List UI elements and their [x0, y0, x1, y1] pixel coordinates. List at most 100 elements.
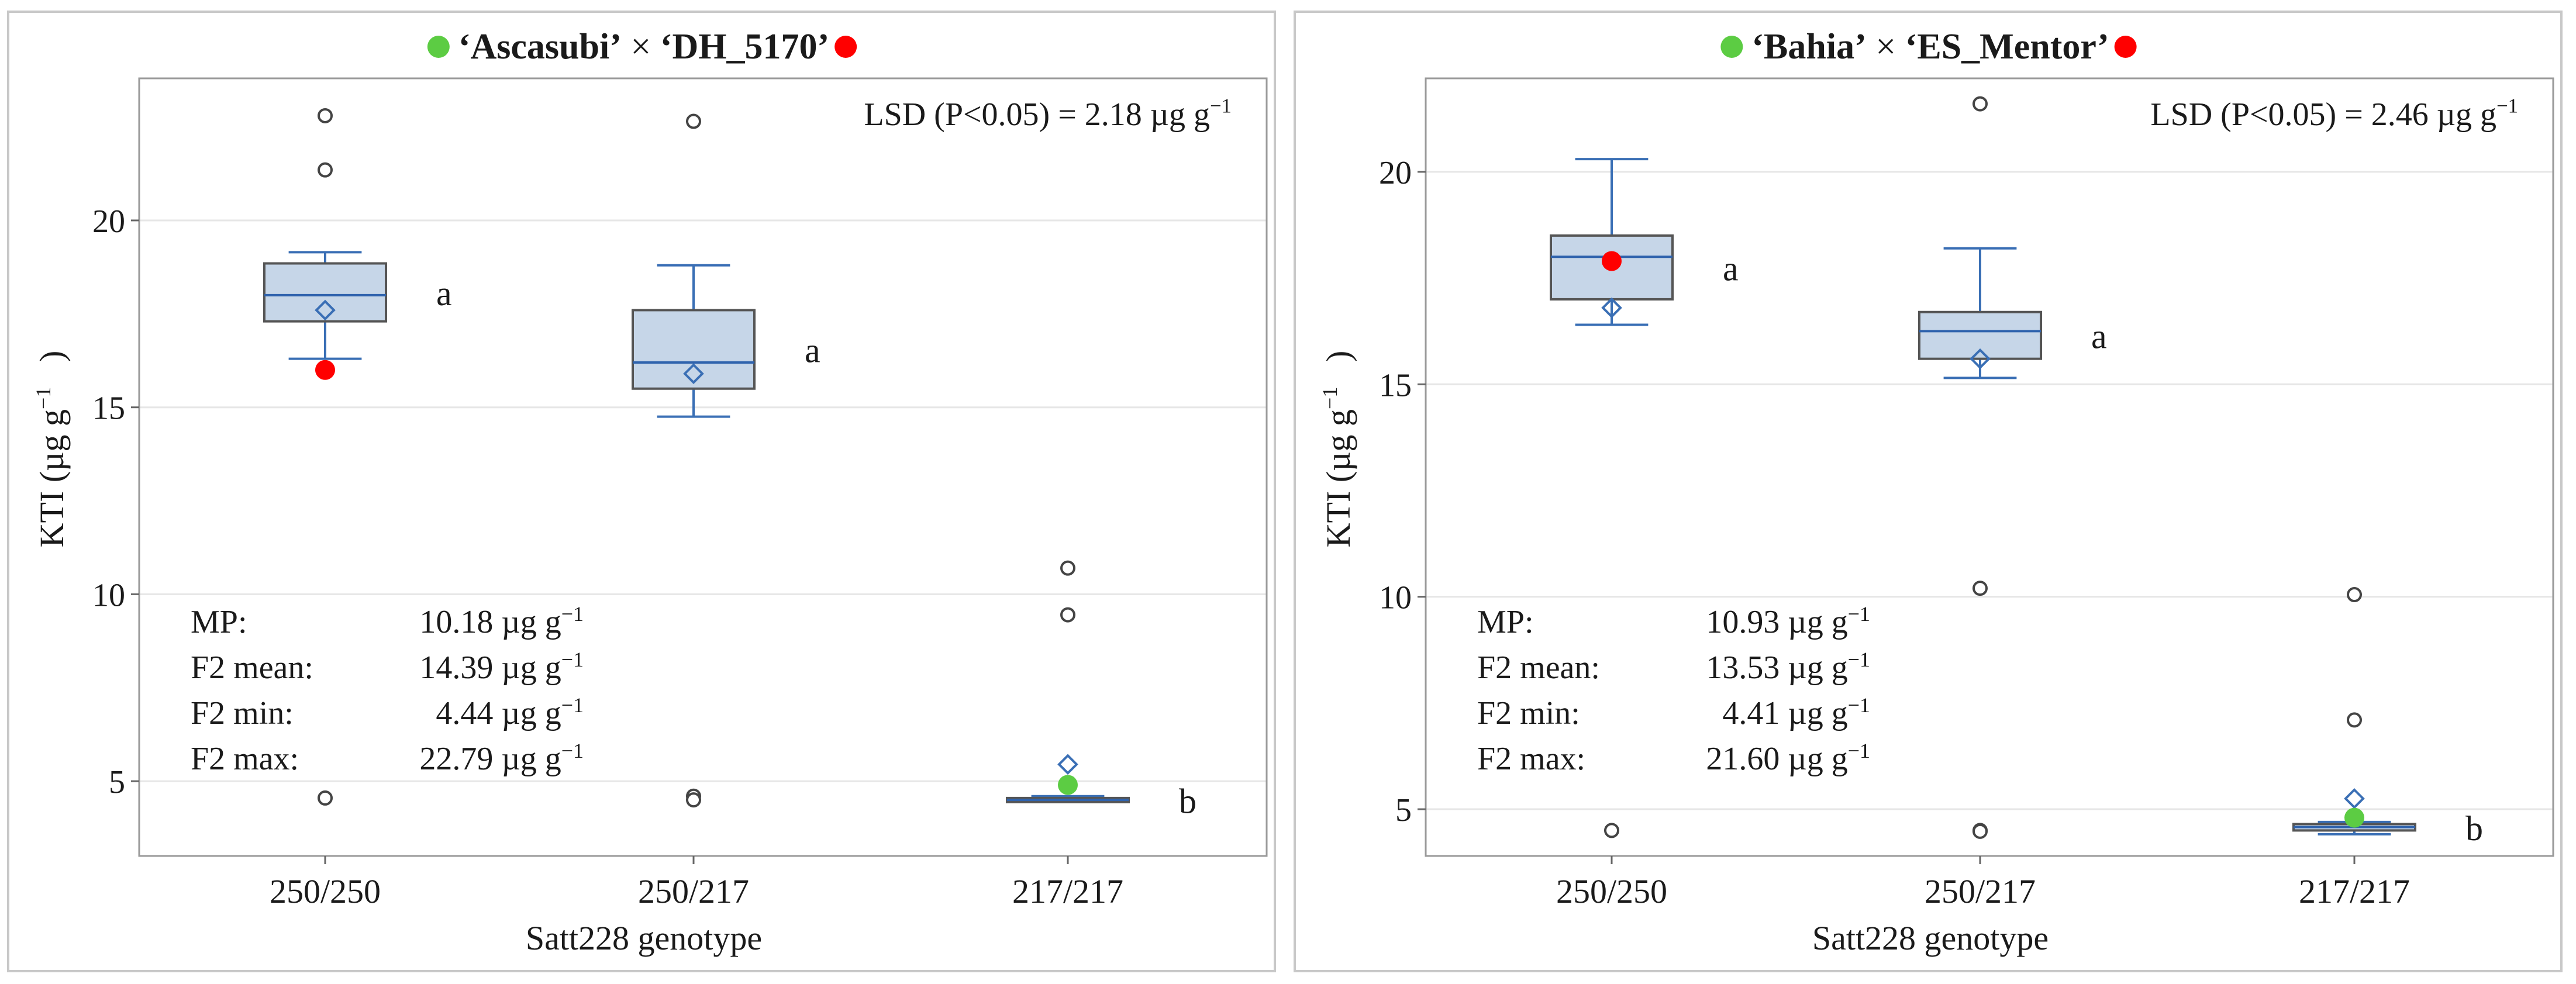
x-tick-label: 250/217 [1925, 872, 2036, 910]
y-tick-label: 10 [92, 577, 125, 613]
outlier-point [1060, 560, 1075, 576]
outlier-point [1604, 823, 1619, 838]
stat-value-sup: −1 [561, 648, 584, 671]
stat-value-sup: −1 [561, 739, 584, 762]
stat-value: 10.18 µg g−1 [419, 602, 584, 640]
lsd-annotation: LSD (P<0.05) = 2.18 µg g−1 [864, 95, 1232, 133]
parent-value-point [1058, 775, 1078, 795]
parent-value-point [315, 360, 335, 380]
stat-label: MP: [191, 604, 247, 640]
y-axis-label-main: KTI (µg g [33, 409, 71, 547]
chart-title-text: ‘Ascasubi’ × ‘DH_5170’ [458, 27, 829, 67]
y-tick-label: 10 [1379, 580, 1412, 616]
outlier-point [1972, 96, 1988, 112]
mean-marker [2344, 788, 2365, 809]
y-axis-label-paren: ) [1319, 351, 1357, 362]
chart-title: ‘Ascasubi’ × ‘DH_5170’ [427, 27, 857, 67]
stat-value-main: 10.18 µg g [419, 604, 561, 640]
x-tick-label: 250/250 [1556, 872, 1667, 910]
male-parent-name: ‘DH_5170’ [660, 27, 829, 67]
mean-marker [1601, 297, 1622, 319]
y-tick-label: 15 [92, 391, 125, 427]
stat-label: MP: [1477, 604, 1534, 640]
outlier-point [2347, 587, 2362, 603]
stat-value-sup: −1 [561, 693, 584, 717]
y-tick-label: 5 [1395, 792, 1412, 828]
outlier-point [318, 108, 333, 123]
stat-value-main: 22.79 µg g [419, 741, 561, 777]
mean-marker [1057, 754, 1078, 775]
stat-value-sup: −1 [1848, 602, 1870, 626]
y-axis-label-main: KTI (µg g [1319, 409, 1357, 547]
outlier-point [318, 790, 333, 806]
y-tick-label: 15 [1379, 367, 1412, 403]
stat-value: 10.93 µg g−1 [1706, 602, 1870, 640]
iqr-box [632, 309, 756, 390]
stat-value-main: 14.39 µg g [419, 650, 561, 686]
male-parent-marker [834, 36, 857, 58]
title-space [1896, 27, 1905, 67]
y-axis-label: KTI (µg g−1 [32, 387, 71, 548]
box-250-250: a [263, 108, 452, 806]
significance-letter: b [2465, 809, 2483, 848]
chart-title-text: ‘Bahia’ × ‘ES_Mentor’ [1751, 27, 2109, 67]
cross-symbol: × [622, 27, 651, 67]
stat-value-main: 13.53 µg g [1706, 650, 1847, 686]
significance-letter: b [1179, 782, 1196, 820]
significance-letter: a [1723, 249, 1739, 288]
parent-value-point [2344, 807, 2364, 828]
outlier-point [1972, 581, 1988, 596]
x-axis-label: Satt228 genotype [1812, 919, 2049, 957]
lsd-annotation-sup: −1 [2496, 95, 2518, 118]
chart-title: ‘Bahia’ × ‘ES_Mentor’ [1720, 27, 2137, 67]
stat-label: F2 max: [1477, 741, 1585, 777]
left-chart-panel: ‘Ascasubi’ × ‘DH_5170’ 5 10 15 20 KTI (µg g−1… [7, 11, 1276, 972]
stat-value: 4.44 µg g−1 [436, 693, 584, 731]
male-parent-name: ‘ES_Mentor’ [1905, 27, 2109, 67]
y-axis-label-group: KTI (µg g−1) [1318, 351, 1357, 548]
stat-value-main: 4.41 µg g [1722, 695, 1847, 731]
iqr-box [263, 262, 387, 323]
y-axis-label-sup: −1 [1318, 387, 1342, 409]
mean-marker [1970, 348, 1991, 370]
y-tick-label: 5 [109, 764, 125, 800]
stat-value: 4.41 µg g−1 [1722, 693, 1870, 731]
y-tick-label: 20 [92, 203, 125, 240]
title-space [651, 27, 660, 67]
plot-area-frame [1425, 77, 2554, 857]
stat-value: 14.39 µg g−1 [419, 648, 584, 686]
y-tick-label: 20 [1379, 155, 1412, 191]
right-chart-panel: ‘Bahia’ × ‘ES_Mentor’ 5 10 15 20 KTI (µg g−1)… [1294, 11, 2563, 972]
stat-value-sup: −1 [1848, 648, 1870, 671]
stat-value-sup: −1 [1848, 739, 1870, 762]
iqr-box [1918, 310, 2042, 360]
stat-value-sup: −1 [1848, 693, 1870, 717]
lsd-annotation-sup: −1 [1210, 95, 1232, 118]
female-parent-name: ‘Ascasubi’ [458, 27, 622, 67]
box-217-217: b [1006, 560, 1196, 820]
female-parent-marker [427, 36, 450, 58]
x-tick-label: 217/217 [2299, 872, 2410, 910]
stat-label: F2 mean: [191, 650, 313, 686]
y-axis-label: KTI (µg g−1 [1318, 387, 1357, 548]
stat-value-main: 10.93 µg g [1706, 604, 1847, 640]
female-parent-marker [1720, 36, 1743, 58]
outlier-point [318, 162, 333, 178]
cross-symbol-text: × [630, 27, 651, 67]
stat-label: F2 min: [191, 695, 294, 731]
male-parent-marker [2114, 36, 2137, 58]
mean-marker [683, 363, 704, 384]
box-250-217: a [632, 113, 820, 808]
x-tick-label: 217/217 [1012, 872, 1123, 910]
x-axis-label: Satt228 genotype [526, 919, 762, 957]
stat-value: 13.53 µg g−1 [1706, 648, 1870, 686]
significance-letter: a [436, 274, 452, 313]
stat-value: 21.60 µg g−1 [1706, 739, 1870, 777]
parent-value-point [1602, 251, 1622, 271]
stat-label: F2 mean: [1477, 650, 1600, 686]
plot-area-frame [138, 77, 1268, 857]
stat-value: 22.79 µg g−1 [419, 739, 584, 777]
cross-symbol-text: × [1875, 27, 1896, 67]
stat-label: F2 max: [191, 741, 299, 777]
